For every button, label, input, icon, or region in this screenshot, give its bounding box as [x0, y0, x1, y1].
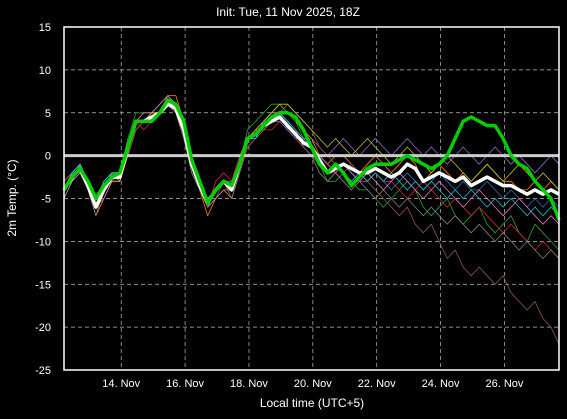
x-tick-label: 24. Nov [422, 378, 460, 390]
y-axis-label: 2m Temp. (°C) [5, 159, 19, 236]
y-tick-label: -25 [35, 365, 51, 377]
y-tick-label: -15 [35, 279, 51, 291]
control-run-line [62, 98, 561, 221]
y-tick-label: 5 [45, 108, 51, 120]
y-tick-label: 0 [45, 151, 51, 163]
y-tick-label: -20 [35, 322, 51, 334]
x-tick-label: 20. Nov [294, 378, 332, 390]
y-tick-label: -10 [35, 236, 51, 248]
y-tick-label: -5 [41, 194, 51, 206]
y-tick-label: 15 [39, 22, 51, 34]
x-tick-label: 22. Nov [358, 378, 396, 390]
plot-frame [63, 26, 560, 371]
x-tick-label: 14. Nov [102, 378, 140, 390]
chart-title: Init: Tue, 11 Nov 2025, 18Z [216, 5, 360, 19]
x-axis-label: Local time (UTC+5) [260, 396, 364, 410]
x-tick-label: 16. Nov [166, 378, 204, 390]
main-series-layer [62, 98, 561, 221]
y-axis-ticks: -25 -20 -15 -10 -5 0 5 10 15 [35, 22, 51, 377]
x-axis-ticks: 14. Nov 16. Nov 18. Nov 20. Nov 22. Nov 24. N… [102, 378, 524, 390]
y-tick-label: 10 [39, 65, 51, 77]
x-tick-label: 26. Nov [485, 378, 523, 390]
x-tick-label: 18. Nov [230, 378, 268, 390]
